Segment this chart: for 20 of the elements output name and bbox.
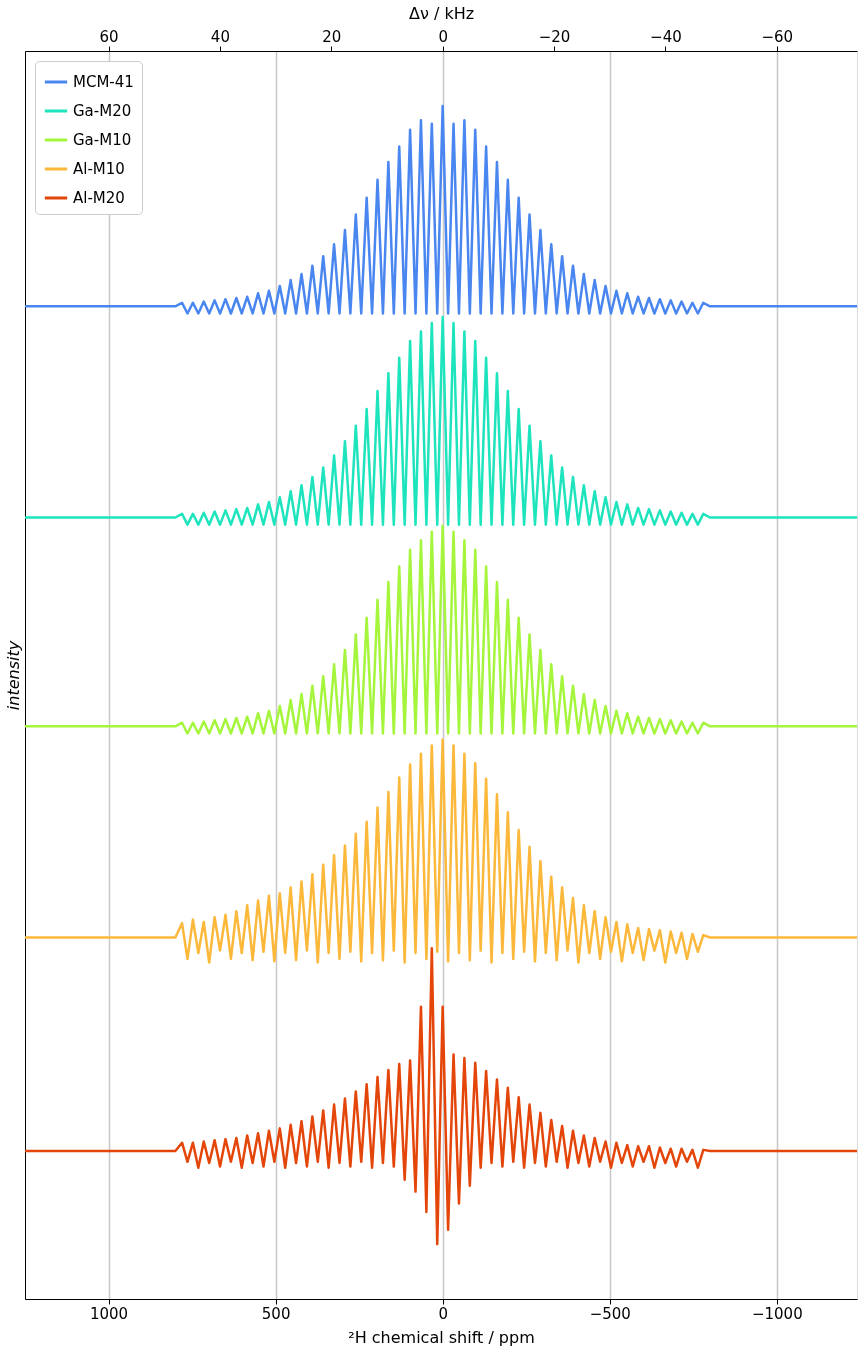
- x-tick-label: 1000: [89, 1304, 129, 1323]
- legend-label: Al-M10: [73, 160, 125, 178]
- x2-tick-label: 60: [99, 27, 119, 46]
- x2-tick-label: −60: [761, 27, 794, 46]
- x2-axis-title: Δν / kHz: [408, 3, 475, 23]
- legend-label: MCM-41: [73, 73, 134, 91]
- legend-label: Al-M20: [73, 189, 125, 207]
- x2-tick-label: 20: [322, 27, 342, 46]
- x-tick-label: −1000: [751, 1304, 803, 1323]
- x-tick-label: −500: [589, 1304, 631, 1323]
- x-tick-label: 0: [438, 1304, 448, 1323]
- x2-tick-label: −40: [650, 27, 682, 46]
- x2-tick-label: −20: [538, 27, 571, 46]
- legend-label: Ga-M10: [73, 131, 132, 149]
- x2-tick-label: 0: [438, 27, 448, 46]
- x-tick-label: 500: [261, 1304, 291, 1323]
- x-axis-title: ²H chemical shift / ppm: [348, 1327, 535, 1347]
- legend-label: Ga-M20: [73, 102, 132, 120]
- x2-tick-label: 40: [210, 27, 230, 46]
- y-axis-title: intensity: [3, 640, 23, 711]
